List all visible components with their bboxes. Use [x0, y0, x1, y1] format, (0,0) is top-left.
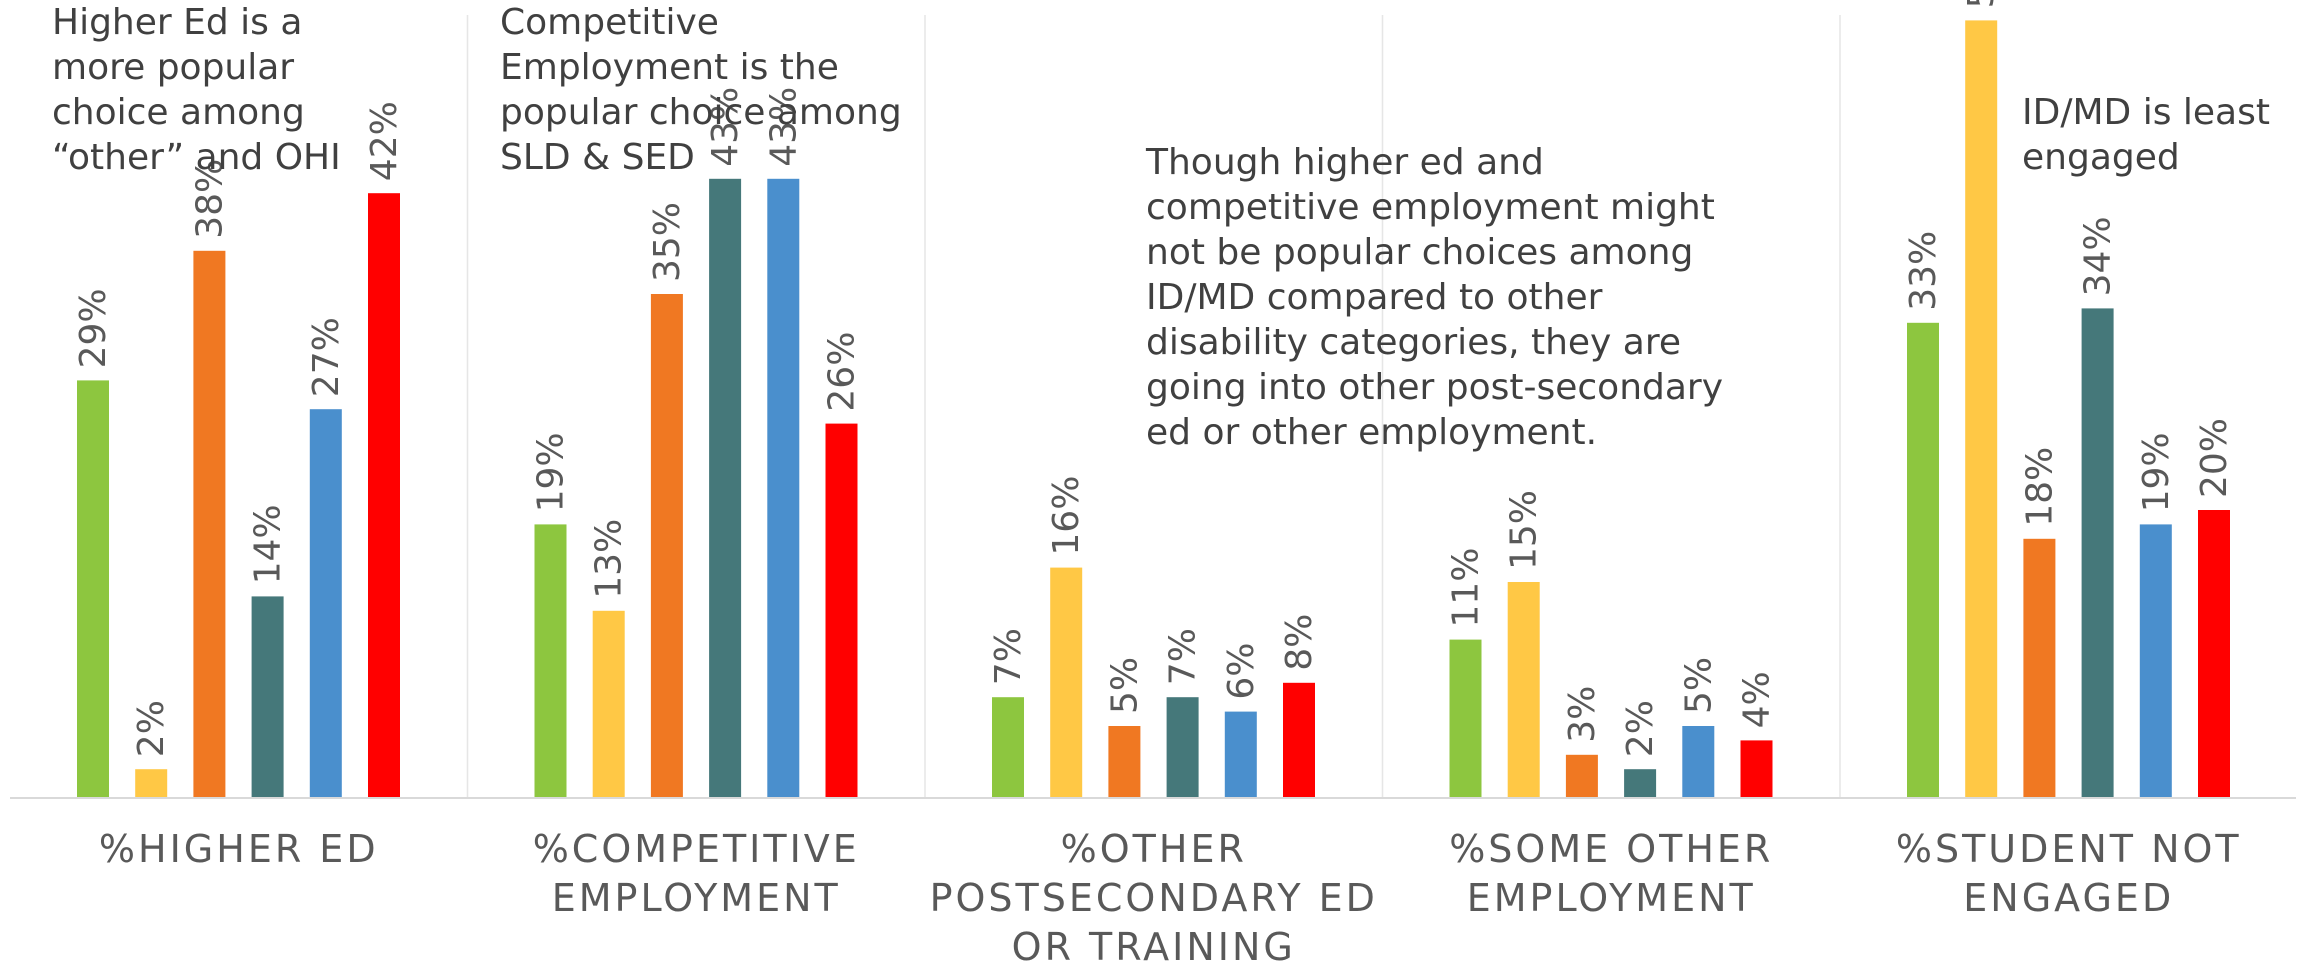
bar	[825, 423, 858, 798]
bar	[534, 524, 567, 798]
data-label: 42%	[364, 101, 405, 181]
data-label: 2%	[1620, 700, 1661, 757]
bar	[309, 409, 342, 798]
data-label: 43%	[763, 87, 804, 167]
bar	[1507, 582, 1540, 798]
annotation-id-md-least-engaged: ID/MD is least engaged	[2022, 92, 2270, 178]
category-label: ENGAGED	[1963, 876, 2174, 920]
data-label: 54%	[1961, 0, 2002, 8]
annotation-competitive-employment: Competitive Employment is the popular ch…	[500, 2, 902, 178]
bar	[709, 178, 742, 799]
data-label: 2%	[131, 700, 172, 757]
data-label: 4%	[1737, 671, 1778, 728]
bars-group	[77, 20, 2230, 799]
data-label: 11%	[1446, 548, 1487, 628]
data-label: 14%	[248, 504, 289, 584]
group-separators	[466, 15, 1841, 798]
bar	[592, 610, 625, 798]
data-label: 13%	[589, 519, 630, 599]
data-label: 5%	[1104, 657, 1145, 714]
data-label: 19%	[2136, 432, 2177, 512]
bar	[1624, 769, 1657, 798]
bar	[77, 380, 109, 798]
bar	[193, 250, 226, 799]
bar	[1449, 639, 1482, 798]
category-label: %OTHER	[1061, 827, 1247, 871]
bar	[650, 294, 683, 798]
bar	[2081, 308, 2114, 798]
data-label: 33%	[1903, 231, 1944, 311]
data-label: 34%	[2078, 216, 2119, 296]
bar	[2023, 538, 2056, 798]
data-label: 7%	[988, 628, 1029, 685]
annotation-id-md-other-postsecondary: Though higher ed and competitive employm…	[1146, 142, 1724, 453]
category-label: EMPLOYMENT	[1467, 876, 1756, 920]
data-label: 29%	[73, 288, 114, 368]
bar	[1166, 697, 1199, 798]
bar	[1224, 711, 1257, 798]
category-label: %COMPETITIVE	[533, 827, 860, 871]
bar	[2198, 510, 2230, 798]
data-label: 38%	[189, 159, 230, 239]
bar	[1965, 20, 1998, 798]
bar	[1108, 726, 1141, 798]
data-label: 3%	[1562, 686, 1603, 743]
data-label: 26%	[822, 332, 863, 412]
data-label: 8%	[1279, 614, 1320, 671]
data-label: 43%	[705, 87, 746, 167]
bar	[2139, 524, 2172, 798]
data-label: 27%	[306, 317, 347, 397]
bar	[251, 596, 284, 798]
value-labels-group: 29% 2% 38% 14% 27% 42% 19% 13% 35% 43% 43% 26% 7% 16%…	[73, 0, 2235, 757]
bar	[1565, 754, 1598, 798]
data-label: 7%	[1163, 628, 1204, 685]
data-label: 18%	[2019, 447, 2060, 527]
bar	[135, 769, 168, 798]
category-label: EMPLOYMENT	[552, 876, 841, 920]
data-label: 6%	[1221, 642, 1262, 699]
data-label: 5%	[1678, 657, 1719, 714]
bar	[992, 697, 1024, 798]
category-label: %HIGHER ED	[99, 827, 379, 871]
annotation-higher-ed: Higher Ed is a more popular choice among…	[52, 2, 341, 178]
bar	[1907, 322, 1939, 798]
category-labels-group: %HIGHER ED %COMPETITIVE EMPLOYMENT %OTHER PO…	[99, 827, 2242, 967]
bar	[1682, 726, 1715, 798]
bar	[368, 193, 400, 798]
data-label: 20%	[2194, 418, 2235, 498]
bar	[1283, 682, 1315, 798]
data-label: 16%	[1046, 476, 1087, 556]
category-label: POSTSECONDARY ED	[930, 876, 1378, 920]
data-label: 15%	[1504, 490, 1545, 570]
category-label: %STUDENT NOT	[1896, 827, 2242, 871]
bar	[1740, 740, 1773, 798]
category-label: %SOME OTHER	[1449, 827, 1773, 871]
category-label: OR TRAINING	[1012, 925, 1296, 967]
data-label: 19%	[531, 432, 572, 512]
bar	[767, 178, 800, 799]
bar	[1050, 567, 1083, 798]
data-label: 35%	[647, 202, 688, 282]
